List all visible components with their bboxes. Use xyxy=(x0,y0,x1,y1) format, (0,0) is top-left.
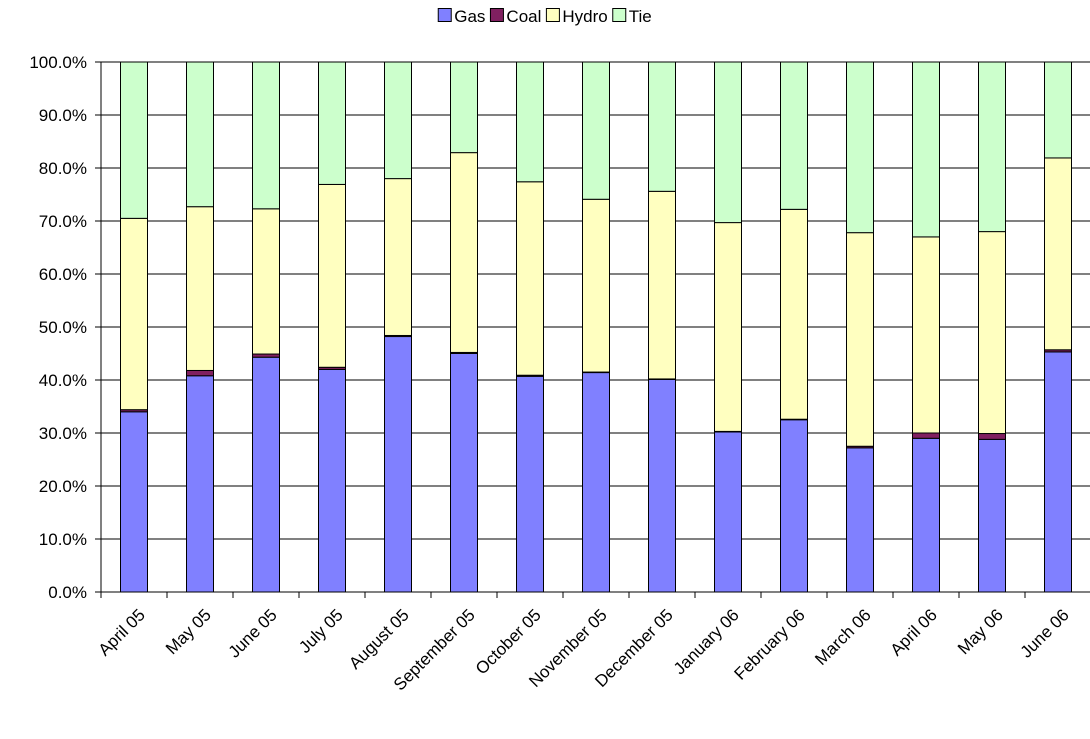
bar-segment-tie xyxy=(318,61,346,185)
bar-segment-gas xyxy=(1044,351,1072,593)
y-tick-label: 90.0% xyxy=(39,106,87,125)
bar-segment-tie xyxy=(780,61,808,210)
bar-segment-hydro xyxy=(120,217,148,411)
bar-segment-hydro xyxy=(318,183,346,368)
bar-segment-tie xyxy=(648,61,676,192)
bar-segment-tie xyxy=(252,61,280,210)
bar-segment-gas xyxy=(978,438,1006,593)
bar-segment-gas xyxy=(252,356,280,593)
x-tick-label: May 06 xyxy=(954,605,1007,658)
bar-segment-gas xyxy=(582,372,610,593)
bar-segment-coal xyxy=(978,433,1006,440)
bar-segment-gas xyxy=(318,368,346,593)
bar-segment-hydro xyxy=(252,208,280,355)
legend-label-tie: Tie xyxy=(629,7,652,26)
legend-label-hydro: Hydro xyxy=(562,7,607,26)
legend-label-coal: Coal xyxy=(506,7,541,26)
legend-swatch-tie xyxy=(612,8,627,22)
bar-segment-hydro xyxy=(1044,157,1072,351)
bar-segment-gas xyxy=(714,431,742,593)
x-tick-label: January 06 xyxy=(670,605,743,678)
bar-segment-gas xyxy=(450,353,478,593)
bar-segment-tie xyxy=(978,61,1006,233)
bar-segment-hydro xyxy=(714,222,742,432)
x-tick-label: July 05 xyxy=(295,605,347,657)
legend-swatch-gas xyxy=(437,8,452,22)
bar-segment-hydro xyxy=(780,208,808,420)
bar-segment-tie xyxy=(846,61,874,234)
bar-segment-tie xyxy=(120,61,148,219)
y-tick-label: 50.0% xyxy=(39,318,87,337)
y-tick-label: 10.0% xyxy=(39,530,87,549)
bar-segment-gas xyxy=(780,419,808,593)
bar-segment-hydro xyxy=(186,206,214,371)
bar-segment-hydro xyxy=(582,198,610,373)
bar-segment-gas xyxy=(846,447,874,593)
bar-segment-tie xyxy=(912,61,940,238)
x-tick-label: May 05 xyxy=(162,605,215,658)
legend-label-gas: Gas xyxy=(454,7,485,26)
bar-segment-hydro xyxy=(978,231,1006,435)
bar-segment-hydro xyxy=(516,181,544,376)
y-tick-label: 60.0% xyxy=(39,265,87,284)
bar-segment-gas xyxy=(384,336,412,593)
bar-segment-tie xyxy=(384,61,412,180)
legend-swatch-hydro xyxy=(545,8,560,22)
bar-segment-gas xyxy=(186,375,214,593)
legend-swatch-coal xyxy=(489,8,504,22)
y-tick-label: 100.0% xyxy=(29,53,87,72)
y-tick-label: 70.0% xyxy=(39,212,87,231)
y-tick-label: 0.0% xyxy=(48,583,87,602)
x-tick-label: April 06 xyxy=(887,605,941,659)
bar-segment-coal xyxy=(912,432,940,439)
x-tick-label: June 06 xyxy=(1017,605,1073,661)
bar-segment-tie xyxy=(1044,61,1072,159)
x-tick-label: April 05 xyxy=(95,605,149,659)
y-tick-label: 80.0% xyxy=(39,159,87,178)
bar-segment-hydro xyxy=(648,190,676,380)
bar-segment-tie xyxy=(450,61,478,154)
plot-area: 0.0% 10.0% 20.0% 30.0% 40.0% 50.0% 60.0% 70.0% 8… xyxy=(29,53,1090,694)
x-tick-label: February 06 xyxy=(731,605,809,683)
y-tick-label: 20.0% xyxy=(39,477,87,496)
bar-segment-tie xyxy=(714,61,742,224)
bar-segment-gas xyxy=(912,437,940,593)
bar-segment-gas xyxy=(648,378,676,593)
bar-segment-hydro xyxy=(912,236,940,434)
bar-segment-hydro xyxy=(384,178,412,336)
x-tick-label: June 05 xyxy=(225,605,281,661)
bar-segment-tie xyxy=(582,61,610,200)
bar-segment-gas xyxy=(120,411,148,593)
bar-segment-gas xyxy=(516,375,544,593)
legend: Gas Coal Hydro Tie xyxy=(437,7,652,26)
y-tick-label: 30.0% xyxy=(39,424,87,443)
x-tick-label: August 05 xyxy=(345,605,413,673)
y-tick-label: 40.0% xyxy=(39,371,87,390)
bar-segment-tie xyxy=(516,61,544,183)
bar-segment-hydro xyxy=(846,232,874,447)
bar-segment-coal xyxy=(186,369,214,377)
x-tick-label: March 06 xyxy=(811,605,875,669)
x-tick-label: October 05 xyxy=(472,605,545,678)
bar-segment-hydro xyxy=(450,152,478,353)
bar-segment-tie xyxy=(186,61,214,208)
